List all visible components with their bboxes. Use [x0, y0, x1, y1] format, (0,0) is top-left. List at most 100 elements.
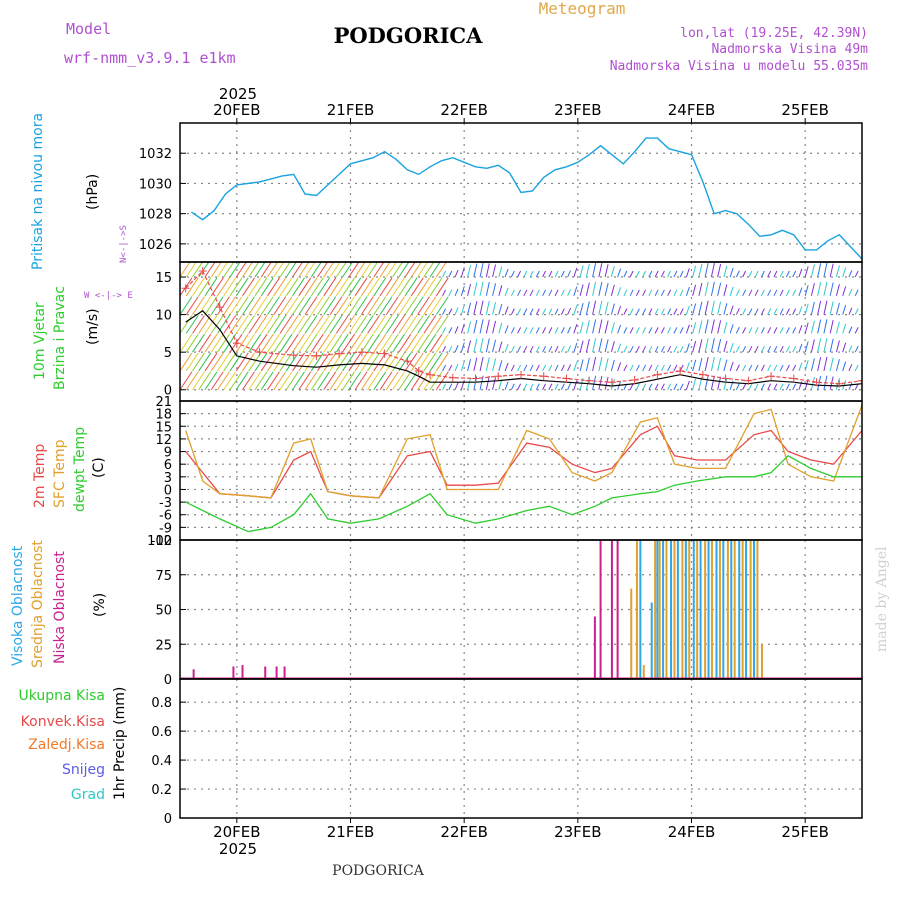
wind-barb	[360, 371, 374, 391]
pressure-unit: (hPa)	[85, 174, 101, 210]
wind-barb	[323, 352, 337, 372]
wind-barb	[498, 322, 503, 334]
wind-speed-point	[653, 370, 662, 379]
wind-barb	[629, 289, 634, 297]
wind-barb	[579, 302, 584, 315]
wind-barb	[679, 289, 684, 297]
legend-conv: Konvek.Kisa	[21, 714, 105, 730]
wind-barb	[254, 315, 268, 334]
wind-barb	[767, 270, 772, 278]
wind-barb	[448, 270, 453, 278]
wind-barb	[242, 277, 255, 297]
wind-barb	[717, 339, 722, 353]
wind-barb	[254, 277, 268, 297]
wind-barb	[710, 319, 715, 334]
wind-barb	[204, 315, 218, 334]
wind-speed-line	[185, 269, 862, 385]
model-elevation-label: Nadmorska Visina u modelu 55.035m	[610, 59, 868, 74]
wind-barb	[292, 315, 305, 334]
wind-barb	[242, 296, 255, 315]
wind-barb	[729, 361, 734, 372]
wind-barb	[317, 296, 330, 315]
wind-barb	[767, 289, 772, 297]
wind-barb	[617, 268, 622, 278]
wind-barb	[754, 364, 759, 372]
wind-barb	[560, 327, 565, 334]
y-tick-label: 0	[164, 483, 172, 498]
wind-barb	[804, 284, 809, 296]
wind-barb	[610, 284, 615, 296]
wind-barb	[623, 327, 628, 334]
wind-barb	[235, 296, 249, 315]
wind-barb	[479, 281, 484, 296]
wind-barb	[498, 266, 503, 278]
wind-barb	[235, 352, 249, 372]
wind-barb	[323, 277, 337, 297]
wind-barb	[360, 333, 374, 353]
wind-barb	[442, 308, 447, 315]
wind-barb	[410, 352, 424, 372]
wind-barb	[373, 333, 387, 353]
wind-barb	[442, 364, 447, 372]
legend-frz: Zaledj.Kisa	[28, 737, 105, 753]
wind-barb	[723, 340, 728, 353]
wind-barb	[692, 322, 697, 334]
wind-speed-point	[312, 351, 321, 360]
wind-barb	[517, 383, 522, 390]
wind-barb	[548, 364, 553, 372]
wind-barb	[554, 345, 559, 353]
wind-barb	[367, 277, 380, 297]
wind-barb	[417, 296, 430, 315]
y-tick-label: 0.8	[151, 696, 172, 711]
wind-barb	[523, 308, 528, 315]
wind-barb	[742, 308, 747, 315]
wind-barb	[817, 338, 822, 353]
wind-barb	[598, 300, 603, 315]
wind-barb	[679, 270, 684, 278]
wind-barb	[635, 364, 640, 372]
wind-barb	[298, 296, 312, 315]
wind-barb	[460, 361, 465, 372]
wind-barb	[260, 333, 274, 353]
wind-barb	[410, 333, 424, 353]
legend-snow: Snijeg	[62, 762, 105, 778]
wind-barb	[835, 302, 840, 315]
wind-barb	[485, 375, 490, 390]
wind-barb	[773, 289, 778, 297]
wind-barb	[298, 333, 312, 353]
wind-barb	[485, 319, 490, 334]
wind-barb	[517, 345, 522, 353]
wind-barb	[598, 375, 603, 390]
wind-barb	[523, 345, 528, 353]
wind-barb	[692, 359, 697, 372]
wind-barb	[454, 288, 459, 297]
wind-barb	[517, 364, 522, 372]
wind-barb	[848, 288, 853, 297]
wind-barb	[560, 270, 565, 278]
wind-barb	[229, 352, 243, 372]
wind-barb	[842, 286, 847, 296]
wind-barb	[773, 327, 778, 334]
wind-barb	[392, 371, 405, 391]
precip-ylabel: 1hr Precip (mm)	[112, 687, 128, 800]
wind-barb	[704, 356, 709, 372]
wind-barb	[710, 356, 715, 372]
wind-barb	[773, 364, 778, 372]
wind-barb	[654, 308, 659, 315]
wind-barb	[348, 296, 362, 315]
wind-barb	[592, 338, 597, 353]
wind-barb	[492, 302, 497, 315]
svg-text:N<-|->S: N<-|->S	[119, 225, 129, 263]
wind-barb	[804, 303, 809, 315]
wind-barb	[310, 333, 324, 353]
wind-barb	[285, 296, 299, 315]
wind-barb	[210, 333, 224, 353]
wind-barb	[304, 315, 318, 334]
wind-barb	[604, 376, 609, 390]
wind-barb	[535, 383, 540, 390]
wind-barb	[273, 277, 287, 297]
wind-barb	[760, 364, 765, 372]
wind-barb	[660, 289, 665, 297]
wind-barb	[698, 357, 703, 372]
mid-cloud-label: Srednja Oblacnost	[30, 540, 46, 668]
